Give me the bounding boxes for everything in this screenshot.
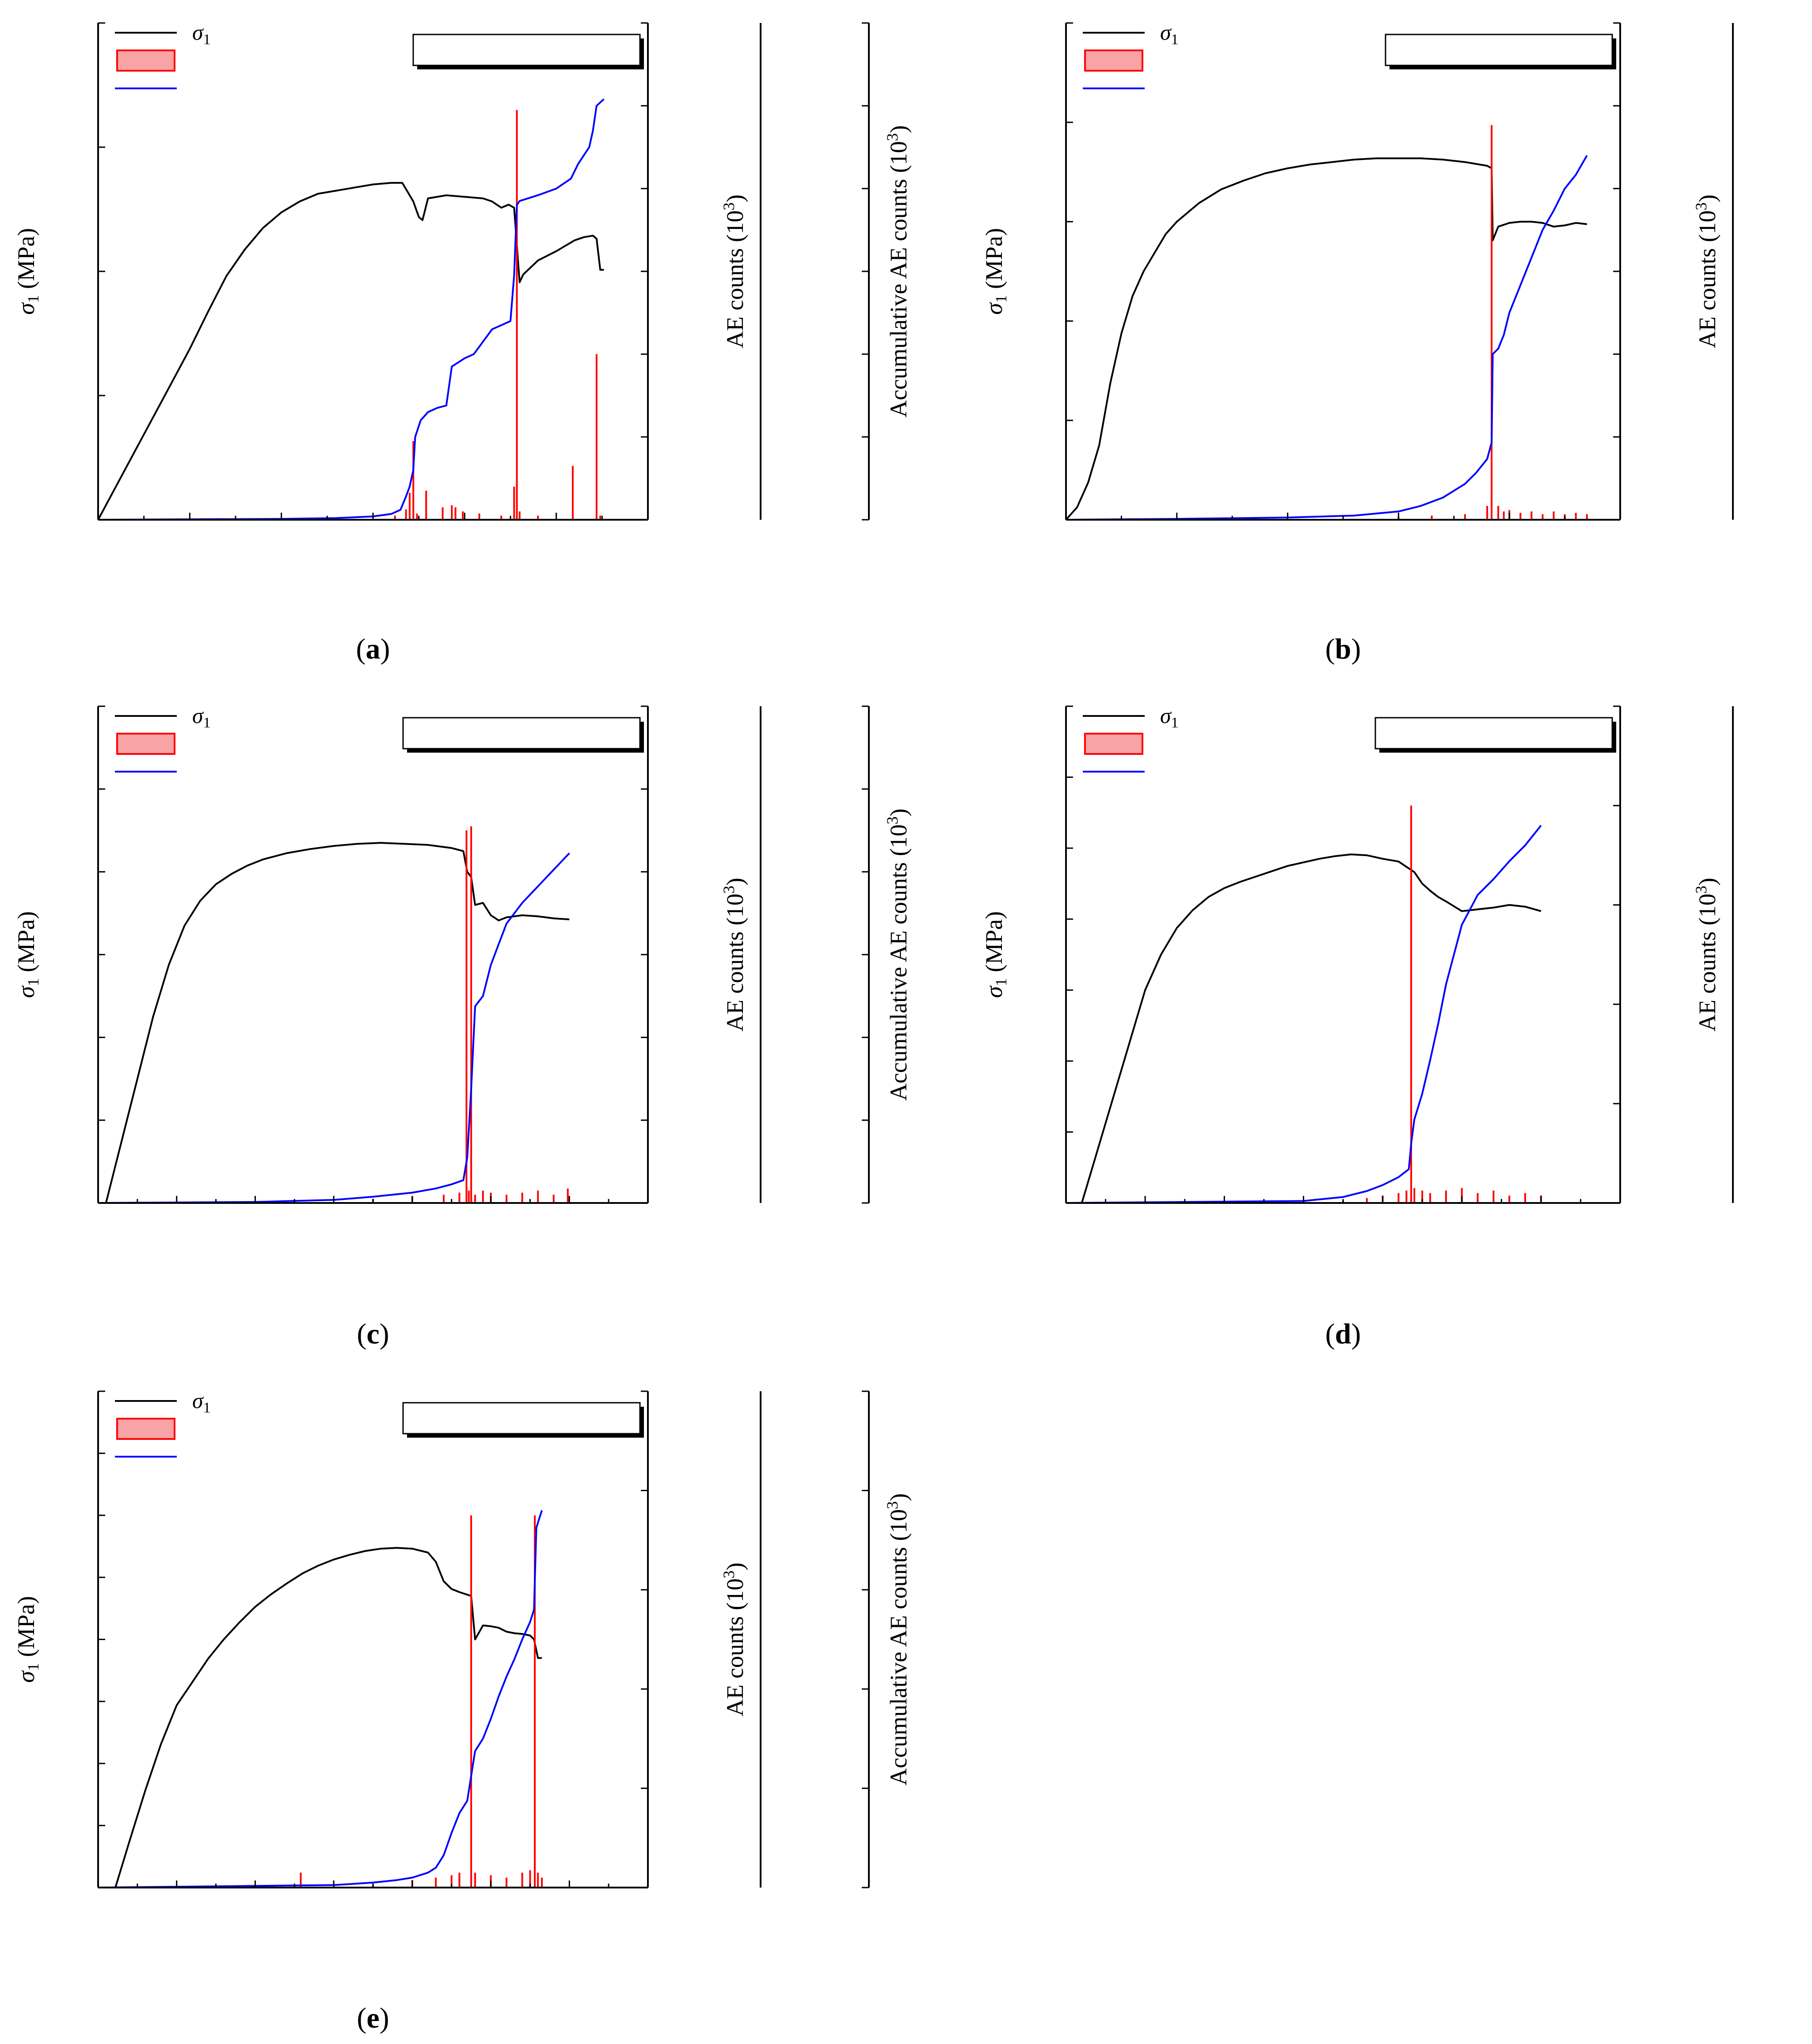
stress-axis-label: σ1 (MPa) (13, 1596, 42, 1682)
ae-axis-label: AE counts (103) (720, 1563, 748, 1717)
legend: σ1 (115, 1388, 211, 1458)
legend-label-stress: σ1 (192, 1388, 211, 1416)
chart-panel-c: σ1 (MPa) AE counts (103) Accumulative AE c… (13, 703, 912, 1350)
legend-swatch-ae (116, 49, 175, 72)
ae-axis-label: AE counts (103) (720, 878, 748, 1032)
title-box (412, 34, 641, 66)
stress-axis-label: σ1 (MPa) (981, 911, 1010, 998)
chart-panel-b: σ1 (MPa)AE counts (103)Accumulative AE c… (981, 20, 1734, 665)
legend: σ1 (115, 20, 211, 89)
legend-label-stress: σ1 (192, 20, 211, 48)
chart-panel-e: σ1 (MPa) AE counts (103) Accumulative AE c… (13, 1388, 912, 2034)
legend-label-stress: σ1 (1160, 703, 1179, 731)
accumulative-ae-line (98, 98, 605, 521)
legend: σ1 (1083, 703, 1179, 773)
accumulative-axis-label: Accumulative AE counts (103) (883, 125, 912, 417)
legend-label-stress: σ1 (1160, 20, 1179, 48)
stress-line (1081, 853, 1542, 1203)
accumulative-ae-line (1066, 155, 1588, 521)
title-box (402, 1402, 641, 1435)
ae-counts-series (394, 110, 601, 520)
stress-axis-label: σ1 (MPa) (981, 228, 1010, 315)
legend: σ1 (1083, 20, 1179, 89)
panel-label: (d) (1325, 1318, 1361, 1350)
legend-swatch-ae (116, 733, 175, 755)
ae-axis-label: AE counts (103) (720, 194, 748, 348)
panel-label: (c) (357, 1318, 389, 1350)
ae-counts-series (293, 826, 569, 1203)
panel-label: (a) (356, 633, 390, 665)
ae-counts-series (300, 1515, 543, 1888)
accumulative-axis-label: Accumulative AE counts (103) (883, 808, 912, 1100)
accumulative-axis-label: Accumulative AE counts (103) (883, 1493, 912, 1785)
stress-line (114, 1547, 542, 1888)
stress-line (1065, 157, 1587, 521)
chart-panel-a: σ1 (MPa) AE counts (103) Accumulative AE c… (13, 20, 912, 665)
stress-axis-label: σ1 (MPa) (13, 228, 42, 315)
title-box (1385, 34, 1613, 66)
stress-axis-label: σ1 (MPa) (13, 911, 42, 998)
legend: σ1 (115, 703, 211, 773)
stress-line (97, 182, 604, 520)
title-box (1374, 717, 1613, 750)
stress-line (105, 842, 570, 1203)
ae-axis-label: AE counts (103) (1692, 878, 1721, 1032)
panel-label: (b) (1325, 633, 1361, 665)
panel-label: (e) (357, 2002, 389, 2034)
ae-axis-label: AE counts (103) (1692, 194, 1721, 348)
accumulative-ae-line (98, 1510, 543, 1888)
title-box (402, 717, 641, 750)
legend-swatch-ae (1084, 733, 1143, 755)
legend-swatch-ae (116, 1418, 175, 1440)
chart-panel-d: σ1 (MPa)AE counts (103)Accumulative AE c… (981, 703, 1734, 1350)
legend-label-stress: σ1 (192, 703, 211, 731)
accumulative-ae-line (98, 853, 570, 1204)
legend-swatch-ae (1084, 49, 1143, 72)
accumulative-ae-line (1066, 825, 1542, 1204)
